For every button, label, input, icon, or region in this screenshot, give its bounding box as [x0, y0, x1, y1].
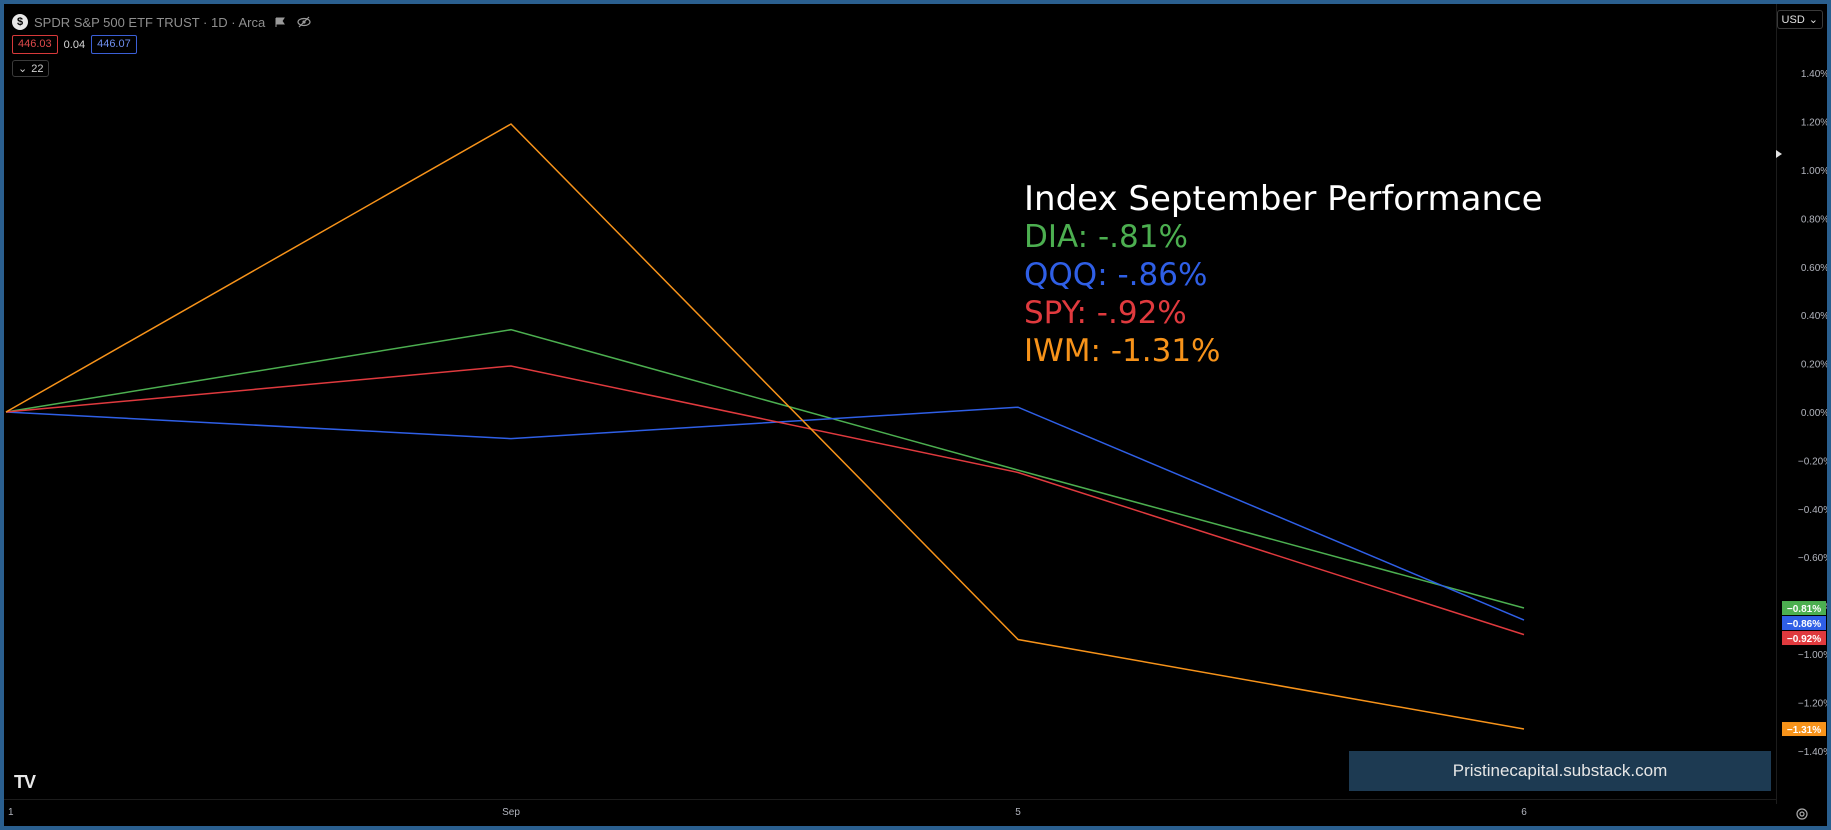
y-tick-label: −1.20%: [1798, 698, 1827, 709]
end-badge-dia: [1782, 601, 1826, 616]
y-tick-label: −1.00%: [1798, 650, 1827, 661]
overlay-line-qqq: QQQ: -.86%: [1024, 257, 1208, 293]
flag-icon[interactable]: [271, 13, 289, 31]
y-tick-label: −0.60%: [1798, 553, 1827, 564]
end-badge-iwm: [1782, 722, 1826, 737]
y-tick-label: 1.20%: [1801, 118, 1827, 129]
y-tick-label: 0.60%: [1801, 263, 1827, 274]
end-label-dia: −0.81%: [1787, 604, 1821, 615]
y-tick-label: 0.80%: [1801, 214, 1827, 225]
chart-frame: $ SPDR S&P 500 ETF TRUST · 1D · Arca 446…: [4, 4, 1827, 826]
end-badge-spy: [1782, 631, 1826, 646]
x-tick-label: Sep: [502, 807, 520, 818]
x-tick-label: 1: [8, 807, 14, 818]
y-tick-label: −0.20%: [1798, 456, 1827, 467]
series-line-spy: [5, 365, 1525, 636]
ask-price[interactable]: 446.07: [91, 35, 137, 54]
series-line-qqq: [5, 406, 1525, 621]
watermark-text: Pristinecapital.substack.com: [1452, 761, 1668, 780]
series-line-iwm: [5, 123, 1525, 730]
spread-value: 0.04: [63, 38, 86, 51]
end-label-iwm: −1.31%: [1787, 725, 1821, 736]
symbol-header: $ SPDR S&P 500 ETF TRUST · 1D · Arca: [12, 12, 313, 32]
end-label-spy: −0.92%: [1787, 634, 1821, 645]
y-tick-label: −1.40%: [1798, 747, 1827, 758]
x-tick-label: 5: [1015, 807, 1021, 818]
indicator-count: 22: [31, 62, 44, 75]
y-tick-label: 0.00%: [1801, 408, 1827, 419]
symbol-logo: $: [12, 14, 28, 30]
overlay-line-iwm: IWM: -1.31%: [1024, 333, 1221, 369]
end-badge-qqq: [1782, 616, 1826, 631]
hide-eye-icon[interactable]: [295, 13, 313, 31]
y-tick-label: −0.40%: [1798, 505, 1827, 516]
end-label-qqq: −0.86%: [1787, 619, 1821, 630]
indicators-collapse-button[interactable]: ⌄ 22: [12, 60, 50, 77]
symbol-title[interactable]: SPDR S&P 500 ETF TRUST · 1D · Arca: [34, 14, 266, 30]
time-scale-divider: [4, 799, 1776, 800]
price-scale-divider: [1776, 4, 1777, 804]
price-row: 446.03 0.04 446.07: [12, 35, 137, 54]
bid-price[interactable]: 446.03: [12, 35, 58, 54]
tradingview-logo[interactable]: TV: [14, 772, 36, 792]
settings-gear-icon[interactable]: [1792, 804, 1812, 824]
performance-overlay: Index September Performance DIA: -.81% Q…: [1024, 180, 1543, 370]
overlay-title: Index September Performance: [1024, 179, 1543, 219]
line-chart: 1.40% 1.20% 1.00% 0.80% 0.60% 0.40% 0.20% 0.00%…: [5, 69, 1827, 818]
currency-label: USD: [1781, 13, 1805, 26]
watermark-banner: Pristinecapital.substack.com: [1349, 751, 1771, 791]
chevron-down-icon: ⌄: [18, 63, 28, 75]
overlay-line-spy: SPY: -.92%: [1024, 295, 1187, 331]
y-tick-label: 0.40%: [1801, 311, 1827, 322]
overlay-line-dia: DIA: -.81%: [1024, 219, 1188, 255]
currency-selector[interactable]: USD ⌄: [1776, 10, 1823, 29]
y-tick-label: 1.00%: [1801, 166, 1827, 177]
scale-marker-icon: [1776, 150, 1782, 158]
chevron-down-icon: ⌄: [1808, 14, 1818, 26]
series-line-dia: [5, 328, 1525, 609]
y-tick-label: 0.20%: [1801, 360, 1827, 371]
x-tick-label: 6: [1521, 807, 1527, 818]
y-tick-label: 1.40%: [1801, 69, 1827, 80]
